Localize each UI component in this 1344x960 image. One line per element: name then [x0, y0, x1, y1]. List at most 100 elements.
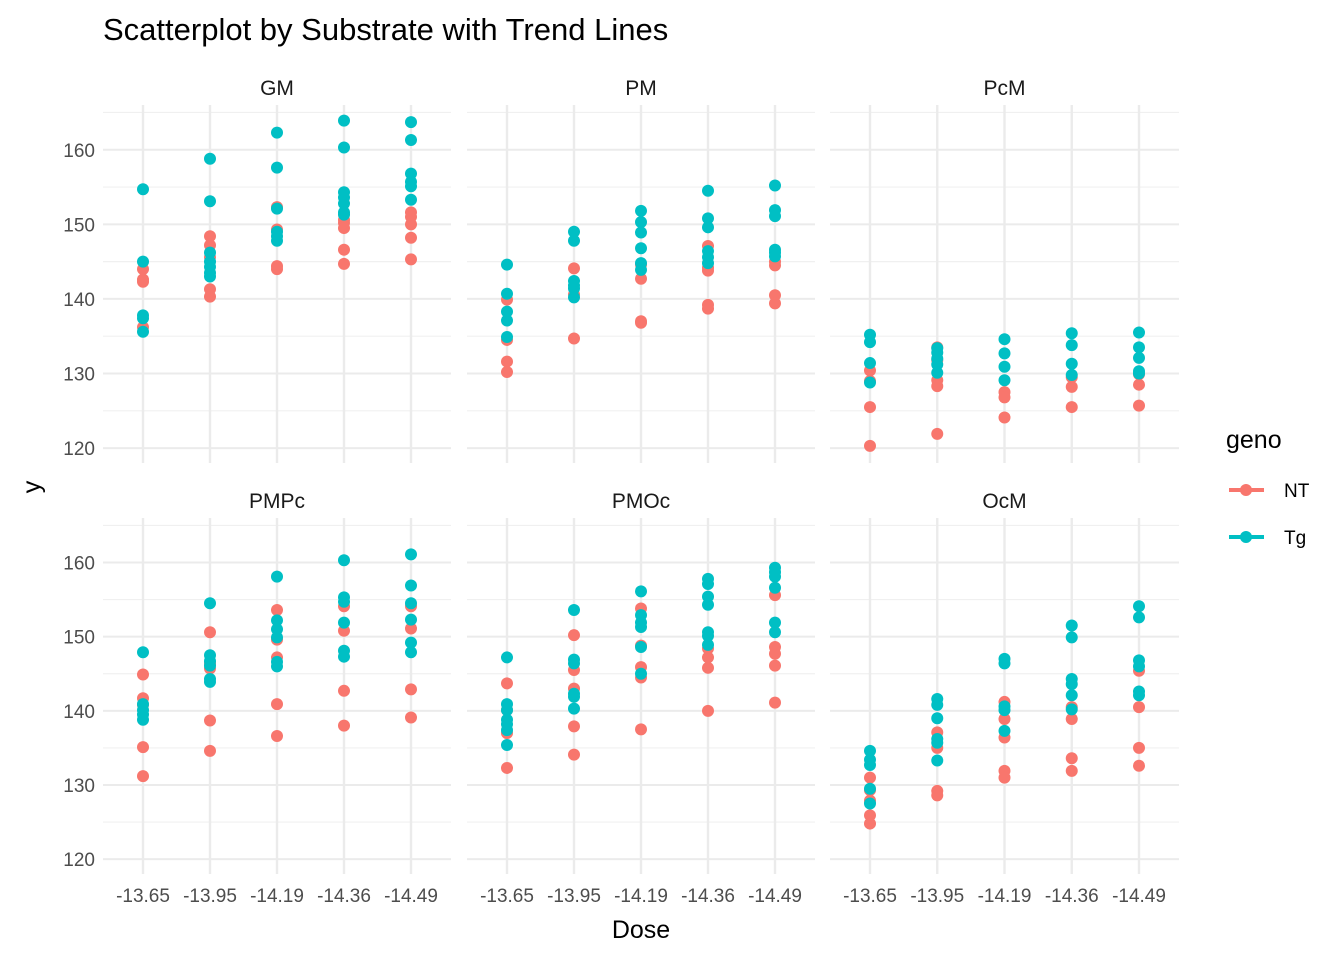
data-point — [271, 161, 283, 174]
data-point — [769, 581, 781, 594]
data-point — [635, 204, 647, 217]
data-point — [1065, 380, 1078, 393]
x-tick-label: -14.19 — [978, 886, 1032, 907]
data-point — [931, 754, 944, 767]
y-tick-label: 130 — [63, 365, 95, 386]
data-point — [501, 330, 513, 343]
data-point — [338, 595, 350, 608]
data-point — [635, 667, 647, 680]
data-point — [769, 210, 781, 223]
data-point — [501, 677, 513, 690]
data-point — [271, 263, 283, 276]
legend-key-point — [1240, 484, 1252, 496]
data-point — [271, 234, 283, 247]
data-point — [568, 629, 580, 642]
facet-panel-pcm: PcM — [830, 77, 1179, 463]
data-point — [769, 570, 781, 583]
data-point — [864, 439, 876, 452]
data-point — [635, 723, 647, 736]
data-point — [501, 651, 513, 664]
data-point — [864, 744, 876, 757]
data-point — [1133, 600, 1145, 613]
data-point — [568, 603, 580, 616]
data-point — [864, 797, 876, 810]
data-point — [1133, 701, 1145, 714]
x-tick-label: -14.36 — [681, 886, 735, 907]
data-point — [501, 704, 513, 717]
data-point — [271, 570, 283, 583]
data-point — [501, 366, 513, 379]
series-tg — [501, 561, 781, 751]
data-point — [501, 258, 513, 271]
legend-key-point — [1240, 531, 1252, 543]
data-point — [338, 719, 350, 732]
data-point — [1065, 689, 1078, 702]
x-tick-label: -14.36 — [1045, 886, 1099, 907]
series-tg — [137, 114, 417, 338]
data-point — [702, 212, 714, 225]
facet-strip-label: GM — [260, 77, 294, 100]
data-point — [405, 548, 417, 561]
y-axis-title: y — [18, 480, 46, 493]
data-point — [338, 114, 350, 127]
data-point — [1133, 689, 1145, 702]
data-point — [204, 714, 216, 727]
data-point — [769, 659, 781, 672]
data-point — [568, 748, 580, 761]
facet-panel-pm: PM — [467, 77, 815, 463]
data-point — [769, 259, 781, 272]
facet-strip-label: PMOc — [612, 490, 670, 513]
data-point — [1133, 759, 1145, 772]
data-point — [635, 621, 647, 634]
data-point — [1065, 368, 1078, 381]
data-point — [931, 698, 944, 711]
x-tick-label: -14.36 — [317, 886, 371, 907]
data-point — [405, 711, 417, 724]
data-point — [338, 222, 350, 235]
facet-strip-label: OcM — [982, 490, 1026, 513]
data-point — [1065, 764, 1078, 777]
data-point — [1065, 703, 1078, 716]
data-point — [1065, 712, 1078, 725]
data-point — [702, 302, 714, 315]
data-point — [1065, 339, 1078, 352]
data-point — [204, 290, 216, 303]
series-tg — [864, 326, 1145, 389]
data-point — [635, 226, 647, 239]
data-point — [864, 376, 876, 389]
data-point — [338, 257, 350, 270]
data-point — [1065, 678, 1078, 691]
data-point — [405, 613, 417, 626]
data-point — [635, 216, 647, 229]
x-tick-label: -14.49 — [748, 886, 802, 907]
data-point — [864, 401, 876, 414]
data-point — [998, 333, 1011, 346]
data-point — [137, 325, 149, 338]
data-point — [405, 231, 417, 244]
data-point — [1065, 327, 1078, 340]
data-point — [998, 347, 1011, 360]
data-point — [204, 246, 216, 259]
data-point — [702, 638, 714, 651]
data-point — [998, 724, 1011, 737]
data-point — [137, 741, 149, 754]
data-point — [931, 789, 944, 802]
legend-label: NT — [1284, 481, 1310, 502]
x-tick-label: -13.95 — [183, 886, 237, 907]
data-point — [1133, 399, 1145, 412]
legend: geno NT Tg — [1226, 426, 1310, 549]
data-point — [568, 720, 580, 733]
data-point — [271, 202, 283, 215]
data-point — [405, 579, 417, 592]
x-tick-label: -14.19 — [614, 886, 668, 907]
data-point — [998, 374, 1011, 387]
data-point — [338, 554, 350, 567]
data-point — [769, 626, 781, 639]
facet-panel-pmoc: PMOc -13.65 -13.95 -14.19 -14.36 -14.49 — [467, 490, 815, 907]
data-point — [204, 195, 216, 208]
data-point — [501, 314, 513, 327]
x-tick-label: -14.49 — [1112, 886, 1166, 907]
data-point — [931, 358, 944, 371]
data-point — [568, 262, 580, 275]
